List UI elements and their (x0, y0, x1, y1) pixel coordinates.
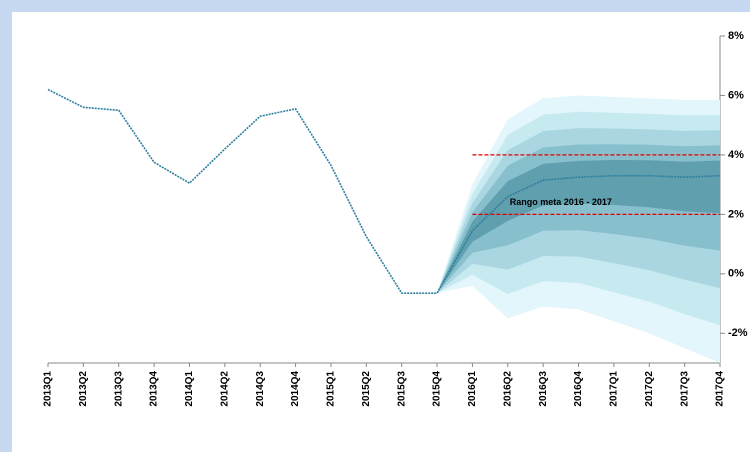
x-tick-label: 2017Q2 (644, 371, 655, 407)
x-tick-label: 2015Q4 (432, 371, 443, 407)
x-tick-label: 2014Q4 (290, 371, 301, 407)
x-tick-label: 2015Q3 (396, 371, 407, 407)
x-tick-label: 2014Q3 (255, 371, 266, 407)
x-tick-label: 2017Q3 (679, 371, 690, 407)
central-line (47, 88, 721, 294)
x-tick-label: 2017Q4 (715, 371, 726, 407)
x-tick-label: 2016Q3 (538, 371, 549, 407)
y-tick-label: 8% (728, 30, 744, 42)
x-tick-label: 2016Q2 (502, 371, 513, 407)
y-tick-label: -2% (728, 327, 748, 339)
x-tick-label: 2014Q2 (219, 371, 230, 407)
x-tick-label: 2013Q3 (113, 371, 124, 407)
y-tick-label: 0% (728, 268, 744, 280)
annotation: Rango meta 2016 - 2017 (510, 197, 612, 207)
x-tick-label: 2013Q1 (43, 371, 54, 407)
x-tick-label: 2016Q4 (573, 371, 584, 407)
x-tick-label: 2013Q4 (149, 371, 160, 407)
fan-band (437, 159, 720, 294)
x-tick-label: 2017Q1 (609, 371, 620, 407)
y-tick-label: 6% (728, 89, 744, 101)
x-tick-label: 2015Q2 (361, 371, 372, 407)
x-tick-label: 2014Q1 (184, 371, 195, 407)
x-tick-label: 2013Q2 (78, 371, 89, 407)
y-tick-label: 2% (728, 208, 744, 220)
x-tick-label: 2015Q1 (326, 371, 337, 407)
y-tick-label: 4% (728, 149, 744, 161)
x-tick-label: 2016Q1 (467, 371, 478, 407)
